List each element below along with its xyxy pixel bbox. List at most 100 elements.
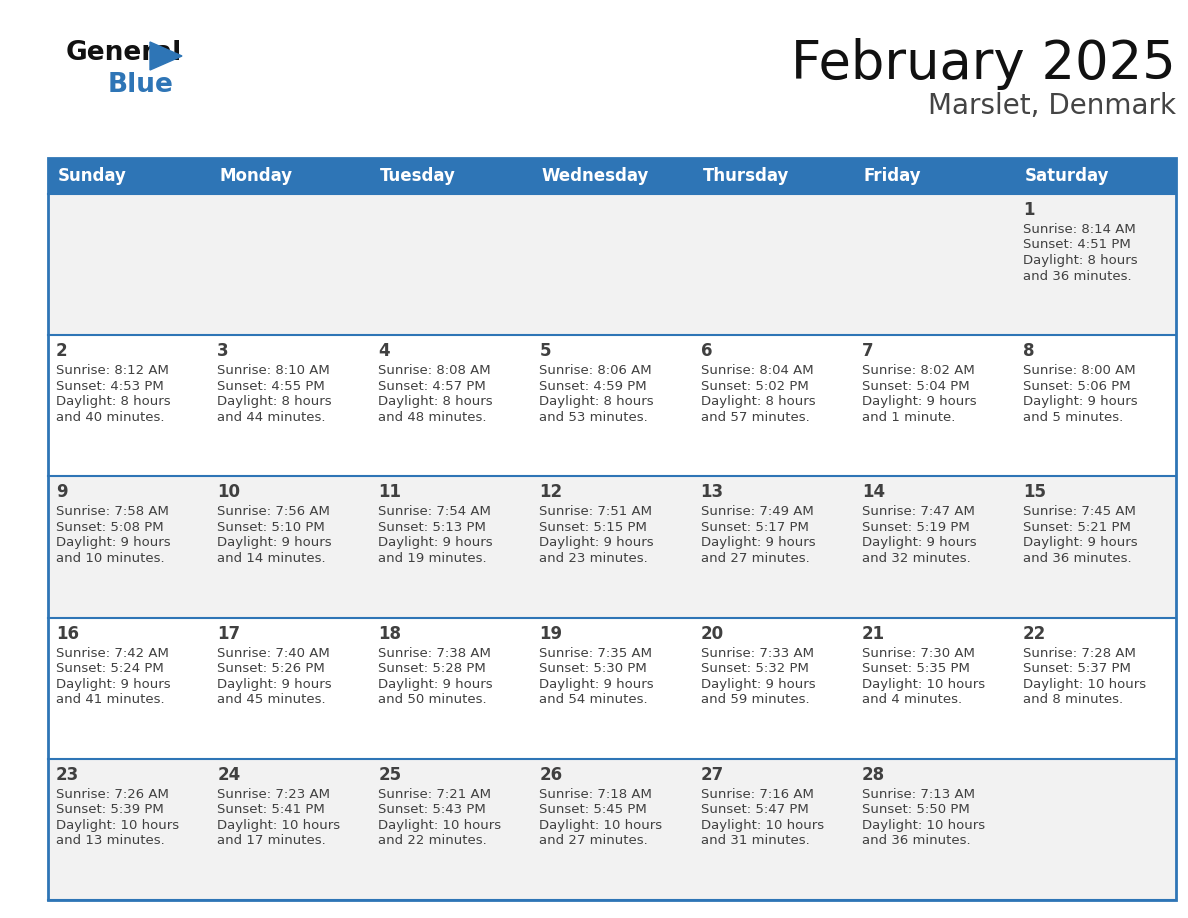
Text: and 50 minutes.: and 50 minutes.	[378, 693, 487, 706]
Text: Sunset: 5:26 PM: Sunset: 5:26 PM	[217, 662, 324, 675]
Bar	[1015, 194, 1176, 335]
Bar	[854, 158, 1015, 194]
Bar	[209, 158, 371, 194]
Bar	[1015, 759, 1176, 900]
Text: Sunrise: 7:23 AM: Sunrise: 7:23 AM	[217, 788, 330, 800]
Text: Daylight: 9 hours: Daylight: 9 hours	[217, 536, 331, 549]
Text: Sunrise: 7:51 AM: Sunrise: 7:51 AM	[539, 506, 652, 519]
Bar	[48, 158, 209, 194]
Text: 7: 7	[861, 342, 873, 360]
Bar	[209, 194, 371, 335]
Text: Sunrise: 7:38 AM: Sunrise: 7:38 AM	[378, 646, 491, 660]
Text: Daylight: 9 hours: Daylight: 9 hours	[378, 536, 493, 549]
Bar	[371, 759, 531, 900]
Bar	[48, 476, 209, 618]
Text: Thursday: Thursday	[702, 167, 789, 185]
Text: and 53 minutes.: and 53 minutes.	[539, 410, 649, 424]
Text: and 27 minutes.: and 27 minutes.	[701, 552, 809, 565]
Text: General: General	[67, 40, 182, 66]
Bar	[1015, 158, 1176, 194]
Bar	[693, 759, 854, 900]
Text: 3: 3	[217, 342, 229, 360]
Text: 28: 28	[861, 766, 885, 784]
Text: Sunrise: 8:12 AM: Sunrise: 8:12 AM	[56, 364, 169, 377]
Bar	[531, 618, 693, 759]
Text: Sunrise: 8:02 AM: Sunrise: 8:02 AM	[861, 364, 974, 377]
Bar	[48, 618, 209, 759]
Text: 20: 20	[701, 624, 723, 643]
Text: Sunset: 5:17 PM: Sunset: 5:17 PM	[701, 521, 809, 534]
Text: Sunday: Sunday	[58, 167, 127, 185]
Text: and 10 minutes.: and 10 minutes.	[56, 552, 165, 565]
Text: and 8 minutes.: and 8 minutes.	[1023, 693, 1123, 706]
Bar	[48, 759, 209, 900]
Text: 13: 13	[701, 484, 723, 501]
Text: Sunset: 5:50 PM: Sunset: 5:50 PM	[861, 803, 969, 816]
Bar	[371, 194, 531, 335]
Text: Daylight: 10 hours: Daylight: 10 hours	[539, 819, 663, 832]
Text: Sunset: 5:28 PM: Sunset: 5:28 PM	[378, 662, 486, 675]
Bar	[854, 618, 1015, 759]
Text: 17: 17	[217, 624, 240, 643]
Text: Tuesday: Tuesday	[380, 167, 456, 185]
Text: and 41 minutes.: and 41 minutes.	[56, 693, 165, 706]
Text: 1: 1	[1023, 201, 1035, 219]
Text: Daylight: 9 hours: Daylight: 9 hours	[378, 677, 493, 690]
Text: and 48 minutes.: and 48 minutes.	[378, 410, 487, 424]
Text: Daylight: 8 hours: Daylight: 8 hours	[56, 396, 171, 409]
Text: Sunset: 4:57 PM: Sunset: 4:57 PM	[378, 380, 486, 393]
Text: Sunrise: 7:35 AM: Sunrise: 7:35 AM	[539, 646, 652, 660]
Bar	[854, 476, 1015, 618]
Text: Sunrise: 7:40 AM: Sunrise: 7:40 AM	[217, 646, 330, 660]
Bar	[693, 476, 854, 618]
Text: 15: 15	[1023, 484, 1045, 501]
Text: Sunrise: 7:45 AM: Sunrise: 7:45 AM	[1023, 506, 1136, 519]
Text: and 23 minutes.: and 23 minutes.	[539, 552, 649, 565]
Text: Daylight: 9 hours: Daylight: 9 hours	[701, 536, 815, 549]
Text: Sunrise: 7:42 AM: Sunrise: 7:42 AM	[56, 646, 169, 660]
Text: Sunrise: 7:33 AM: Sunrise: 7:33 AM	[701, 646, 814, 660]
Text: and 36 minutes.: and 36 minutes.	[861, 834, 971, 847]
Text: Wednesday: Wednesday	[542, 167, 649, 185]
Text: and 40 minutes.: and 40 minutes.	[56, 410, 164, 424]
Text: February 2025: February 2025	[791, 38, 1176, 90]
Bar	[693, 335, 854, 476]
Text: and 22 minutes.: and 22 minutes.	[378, 834, 487, 847]
Text: 14: 14	[861, 484, 885, 501]
Text: and 13 minutes.: and 13 minutes.	[56, 834, 165, 847]
Bar	[854, 194, 1015, 335]
Text: Sunrise: 8:04 AM: Sunrise: 8:04 AM	[701, 364, 814, 377]
Text: and 44 minutes.: and 44 minutes.	[217, 410, 326, 424]
Text: Sunrise: 8:14 AM: Sunrise: 8:14 AM	[1023, 223, 1136, 236]
Bar	[531, 759, 693, 900]
Text: Daylight: 9 hours: Daylight: 9 hours	[861, 536, 977, 549]
Text: Sunset: 4:51 PM: Sunset: 4:51 PM	[1023, 239, 1131, 252]
Text: Daylight: 9 hours: Daylight: 9 hours	[861, 396, 977, 409]
Text: Sunset: 5:04 PM: Sunset: 5:04 PM	[861, 380, 969, 393]
Text: and 32 minutes.: and 32 minutes.	[861, 552, 971, 565]
Text: 26: 26	[539, 766, 563, 784]
Text: 5: 5	[539, 342, 551, 360]
Text: Sunset: 5:06 PM: Sunset: 5:06 PM	[1023, 380, 1131, 393]
Text: Daylight: 9 hours: Daylight: 9 hours	[217, 677, 331, 690]
Text: Sunset: 5:13 PM: Sunset: 5:13 PM	[378, 521, 486, 534]
Text: Saturday: Saturday	[1025, 167, 1110, 185]
Text: Marslet, Denmark: Marslet, Denmark	[928, 92, 1176, 120]
Text: Daylight: 8 hours: Daylight: 8 hours	[217, 396, 331, 409]
Bar	[371, 158, 531, 194]
Text: Sunset: 5:02 PM: Sunset: 5:02 PM	[701, 380, 808, 393]
Bar	[531, 158, 693, 194]
Text: Daylight: 9 hours: Daylight: 9 hours	[56, 677, 171, 690]
Text: and 1 minute.: and 1 minute.	[861, 410, 955, 424]
Text: Sunrise: 7:47 AM: Sunrise: 7:47 AM	[861, 506, 974, 519]
Text: and 57 minutes.: and 57 minutes.	[701, 410, 809, 424]
Bar	[854, 759, 1015, 900]
Text: 11: 11	[378, 484, 402, 501]
Text: Sunrise: 8:10 AM: Sunrise: 8:10 AM	[217, 364, 330, 377]
Text: and 17 minutes.: and 17 minutes.	[217, 834, 326, 847]
Bar	[531, 194, 693, 335]
Text: and 14 minutes.: and 14 minutes.	[217, 552, 326, 565]
Text: Sunset: 5:30 PM: Sunset: 5:30 PM	[539, 662, 647, 675]
Text: Sunset: 5:32 PM: Sunset: 5:32 PM	[701, 662, 809, 675]
Text: Daylight: 9 hours: Daylight: 9 hours	[56, 536, 171, 549]
